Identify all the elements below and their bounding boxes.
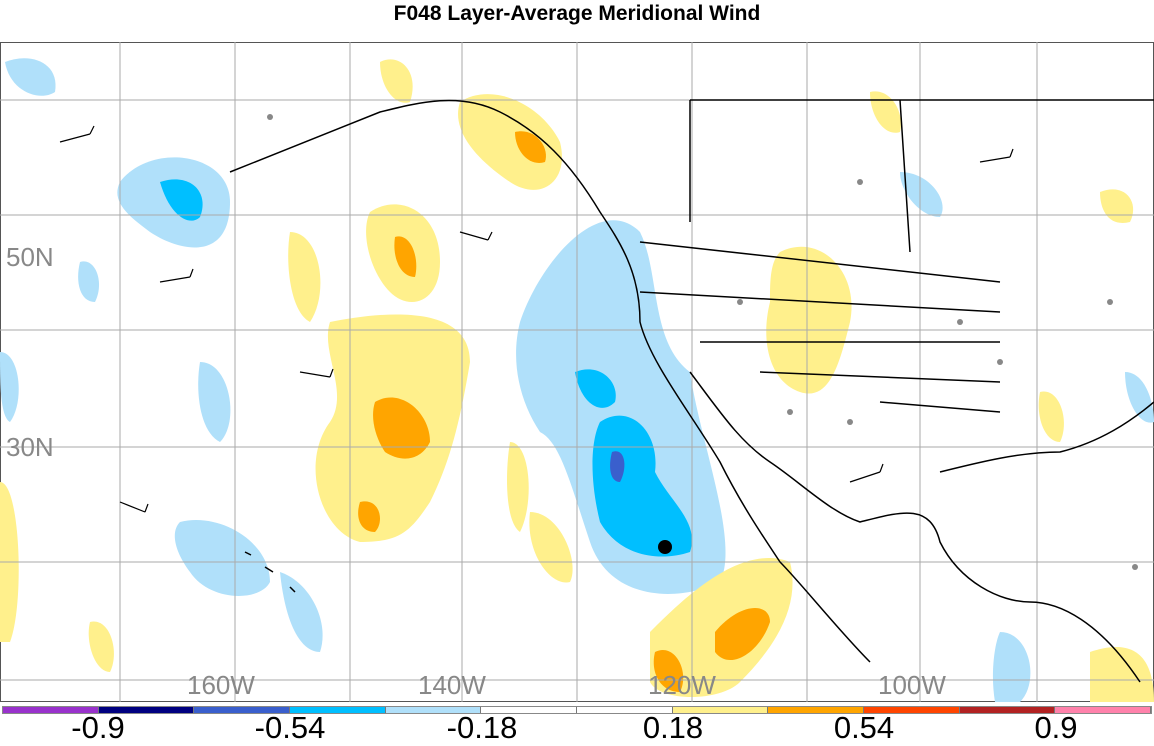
- colorbar-segment: [98, 707, 195, 713]
- map-panel: [0, 42, 1154, 702]
- colorbar-segment: [481, 707, 578, 713]
- station-markers: [267, 114, 1138, 570]
- lon-label-120w: 120W: [648, 670, 716, 700]
- colorbar-segment: [959, 707, 1056, 713]
- chart-title: F048 Layer-Average Meridional Wind: [393, 2, 761, 25]
- colorbar-segment: [385, 707, 482, 713]
- colorbar-segment: [768, 707, 865, 713]
- colorbar-segment: [577, 707, 673, 713]
- colorbar-label: -0.9: [71, 710, 125, 745]
- colorbar-segment: [864, 707, 960, 713]
- wind-barbs: [59, 125, 1014, 513]
- colorbar-segment: [194, 707, 291, 713]
- coastlines: [229, 99, 1154, 683]
- colorbar: [2, 706, 1152, 714]
- colorbar-segment: [3, 707, 99, 713]
- colorbar-segment: [1055, 707, 1152, 713]
- colorbar-label: -0.54: [254, 710, 326, 745]
- lat-label-50n: 50N: [6, 242, 54, 272]
- location-marker: [658, 540, 672, 554]
- colorbar-label: -0.18: [446, 710, 518, 745]
- colorbar-segment: [290, 707, 386, 713]
- colorbar-segment: [672, 707, 769, 713]
- colorbar-label: 0.18: [642, 710, 704, 745]
- lon-label-100w: 100W: [878, 670, 946, 700]
- lat-label-30n: 30N: [6, 432, 54, 462]
- negative-wind-shading: [0, 58, 1154, 702]
- lon-label-160w: 160W: [187, 670, 255, 700]
- colorbar-label: 0.54: [833, 710, 895, 745]
- graticule: [0, 42, 1154, 702]
- colorbar-label: 0.9: [1034, 710, 1078, 745]
- lon-label-140w: 140W: [418, 670, 486, 700]
